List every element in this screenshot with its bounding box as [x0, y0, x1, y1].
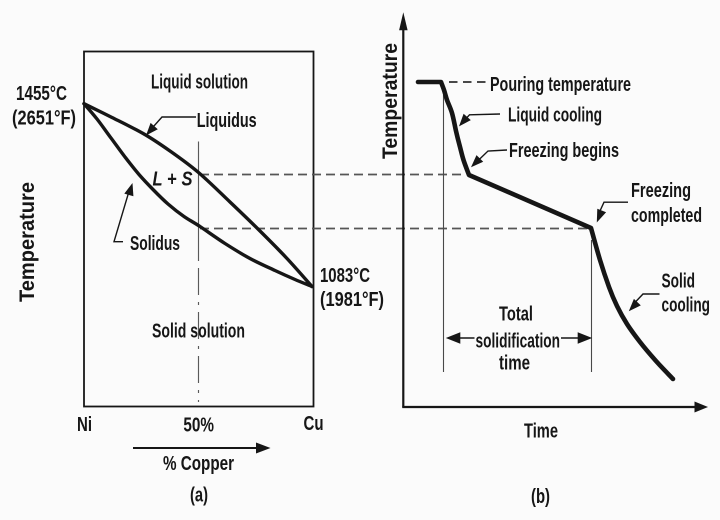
svg-text:solidification: solidification — [476, 330, 561, 353]
svg-text:L + S: L + S — [153, 168, 193, 191]
svg-text:Solid: Solid — [662, 270, 696, 293]
svg-text:Pouring temperature: Pouring temperature — [490, 73, 631, 96]
svg-text:Temperature: Temperature — [378, 43, 402, 159]
svg-text:(a): (a) — [190, 484, 208, 507]
svg-text:(2651°F): (2651°F) — [12, 107, 76, 130]
svg-text:(1981°F): (1981°F) — [320, 288, 384, 311]
svg-text:Solidus: Solidus — [130, 232, 180, 255]
svg-text:1455°C: 1455°C — [16, 82, 67, 105]
svg-text:1083°C: 1083°C — [320, 264, 370, 287]
svg-text:Ni: Ni — [77, 413, 92, 436]
svg-text:completed: completed — [631, 204, 702, 227]
svg-text:% Copper: % Copper — [163, 452, 234, 475]
svg-text:Cu: Cu — [304, 412, 324, 435]
svg-text:Liquid solution: Liquid solution — [151, 71, 248, 94]
svg-text:cooling: cooling — [662, 294, 711, 317]
svg-text:Time: Time — [524, 420, 558, 443]
svg-text:Temperature: Temperature — [15, 182, 39, 302]
svg-text:50%: 50% — [183, 414, 214, 437]
svg-text:Liquidus: Liquidus — [197, 109, 257, 132]
svg-text:Liquid cooling: Liquid cooling — [508, 104, 602, 127]
svg-text:Total: Total — [499, 303, 533, 326]
svg-text:time: time — [499, 352, 530, 375]
svg-text:Solid solution: Solid solution — [152, 320, 245, 343]
svg-text:Freezing begins: Freezing begins — [509, 139, 619, 162]
svg-text:(b): (b) — [531, 485, 550, 508]
svg-text:Freezing: Freezing — [631, 179, 691, 202]
